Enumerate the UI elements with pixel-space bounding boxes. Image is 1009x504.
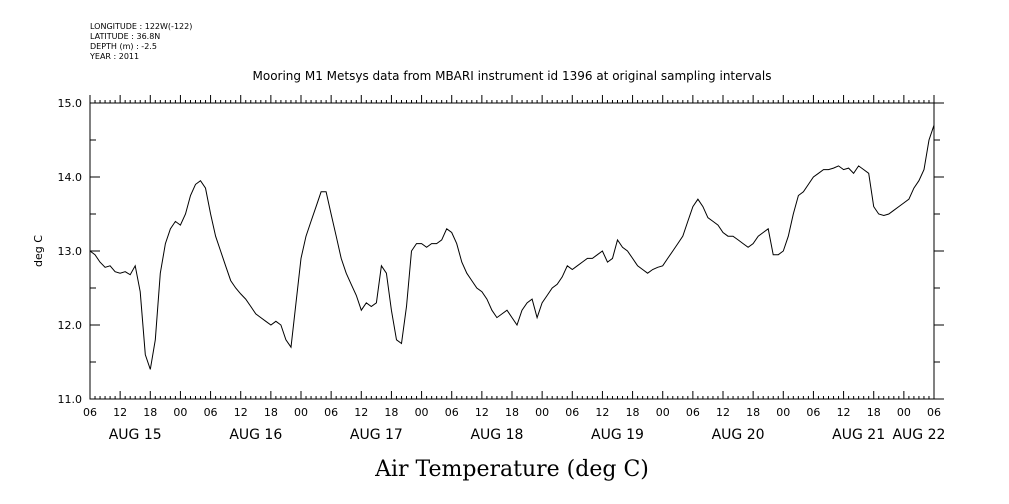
- x-day-label: AUG 16: [229, 427, 282, 443]
- x-axis-title: Air Temperature (deg C): [374, 457, 649, 482]
- x-tick-label: 06: [686, 406, 700, 419]
- x-tick-label: 12: [475, 406, 489, 419]
- year-label: YEAR : 2011: [90, 52, 140, 61]
- x-tick-label: 12: [595, 406, 609, 419]
- x-day-label: AUG 19: [591, 427, 644, 443]
- x-tick-label: 12: [113, 406, 127, 419]
- x-tick-label: 00: [535, 406, 549, 419]
- x-tick-label: 06: [83, 406, 97, 419]
- x-day-label: AUG 21: [832, 427, 885, 443]
- x-tick-label: 18: [867, 406, 881, 419]
- plot-frame: [89, 102, 935, 400]
- x-tick-label: 00: [173, 406, 187, 419]
- x-tick-label: 18: [505, 406, 519, 419]
- x-tick-label: 18: [626, 406, 640, 419]
- x-tick-label: 18: [384, 406, 398, 419]
- y-tick-label: 12.0: [58, 319, 83, 332]
- longitude-label: LONGITUDE : 122W(-122): [90, 22, 193, 31]
- x-tick-label: 00: [897, 406, 911, 419]
- x-tick-label: 06: [324, 406, 338, 419]
- x-tick-label: 12: [354, 406, 368, 419]
- x-day-label: AUG 17: [350, 427, 403, 443]
- x-tick-label: 00: [415, 406, 429, 419]
- x-day-label: AUG 18: [470, 427, 523, 443]
- x-tick-label: 00: [656, 406, 670, 419]
- x-tick-label: 18: [143, 406, 157, 419]
- latitude-label: LATITUDE : 36.8N: [90, 32, 161, 41]
- y-tick-label: 13.0: [58, 245, 83, 258]
- y-tick-label: 15.0: [58, 97, 83, 110]
- x-tick-label: 06: [806, 406, 820, 419]
- y-axis-title: deg C: [32, 235, 45, 267]
- x-axis: 06 12 18 00 06 12 18 00 06 12 18 00 06 12 18 00 06 12 18 00…: [83, 95, 945, 443]
- y-tick-label: 11.0: [58, 393, 83, 406]
- x-day-label: AUG 22: [892, 427, 945, 443]
- x-tick-label: 06: [445, 406, 459, 419]
- x-tick-label: 00: [294, 406, 308, 419]
- x-day-label: AUG 15: [109, 427, 162, 443]
- x-tick-label: 12: [837, 406, 851, 419]
- x-tick-label: 18: [746, 406, 760, 419]
- depth-label: DEPTH (m) : -2.5: [90, 42, 157, 51]
- x-tick-label: 06: [204, 406, 218, 419]
- chart-title: Mooring M1 Metsys data from MBARI instru…: [253, 69, 772, 83]
- x-tick-label: 06: [565, 406, 579, 419]
- x-tick-label: 06: [927, 406, 941, 419]
- x-tick-label: 18: [264, 406, 278, 419]
- x-day-label: AUG 20: [712, 427, 765, 443]
- x-tick-label: 00: [776, 406, 790, 419]
- y-tick-label: 14.0: [58, 171, 83, 184]
- x-tick-label: 12: [716, 406, 730, 419]
- y-axis: 11.0 12.0 13.0 14.0 15.0: [58, 97, 944, 406]
- x-tick-label: 12: [234, 406, 248, 419]
- temperature-series-line: [89, 125, 935, 370]
